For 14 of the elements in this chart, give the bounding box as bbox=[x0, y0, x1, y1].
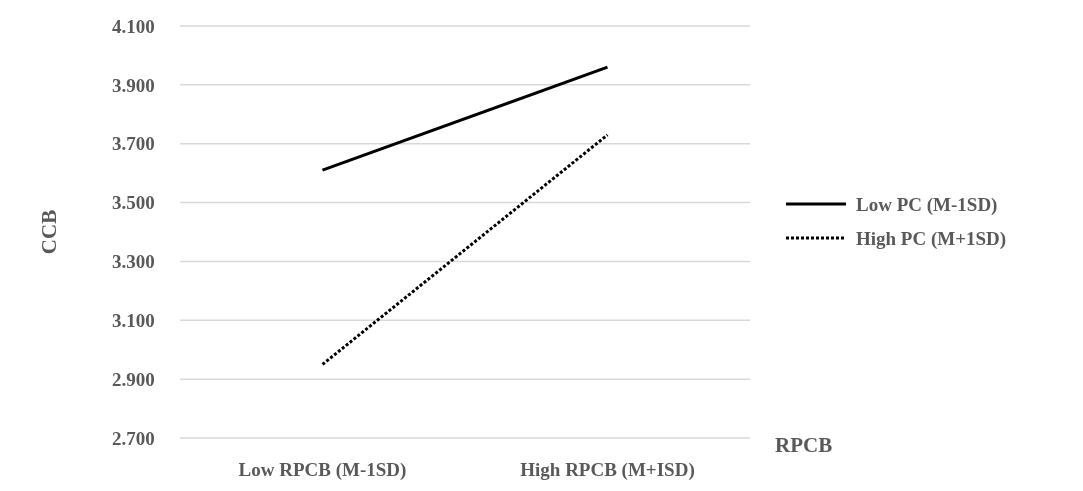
y-tick-label: 3.700 bbox=[112, 133, 155, 155]
x-tick-label: High RPCB (M+ISD) bbox=[520, 459, 695, 481]
y-tick-label: 3.900 bbox=[112, 74, 155, 96]
x-tick-label: Low RPCB (M-1SD) bbox=[238, 459, 407, 481]
y-tick-label: 4.100 bbox=[112, 15, 155, 37]
y-tick-label: 3.500 bbox=[112, 192, 155, 214]
y-tick-label: 3.300 bbox=[112, 251, 155, 273]
y-tick-label: 3.100 bbox=[112, 309, 155, 331]
y-axis-title: CCB bbox=[37, 209, 61, 255]
y-tick-label: 2.900 bbox=[112, 368, 155, 390]
legend-label: High PC (M+1SD) bbox=[856, 227, 1007, 250]
legend-label: Low PC (M-1SD) bbox=[856, 193, 998, 216]
x-axis-title: RPCB bbox=[775, 433, 833, 457]
y-tick-label: 2.700 bbox=[112, 427, 155, 449]
